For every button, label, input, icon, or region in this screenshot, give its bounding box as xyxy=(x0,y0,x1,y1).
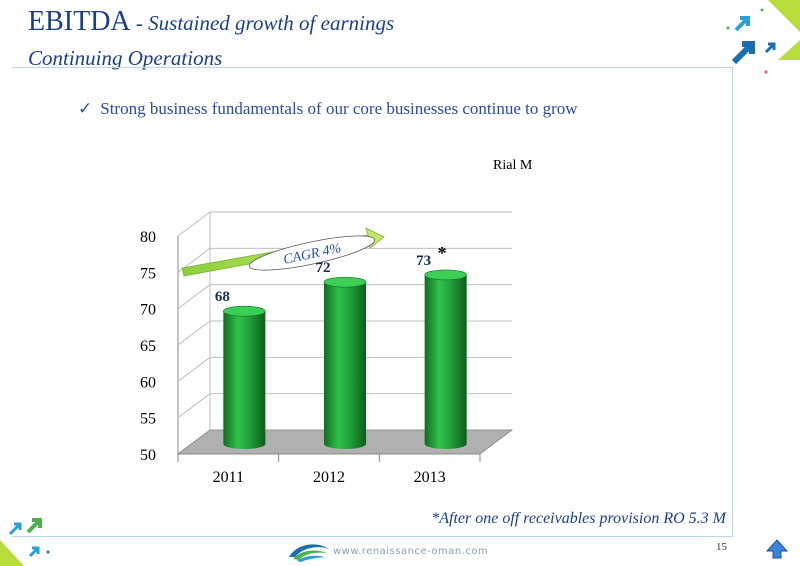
bar-2011 xyxy=(223,305,266,449)
y-tick-label: 60 xyxy=(140,374,156,391)
data-label: 72 xyxy=(316,260,331,276)
bar-2012 xyxy=(323,276,367,449)
home-arrow-icon[interactable] xyxy=(766,538,788,560)
page-number: 15 xyxy=(716,541,727,553)
grid-line-side xyxy=(177,393,211,419)
checkmark-icon: ✓ xyxy=(78,99,93,118)
unit-label: Rial M xyxy=(493,158,533,173)
bullet-text: Strong business fundamentals of our core… xyxy=(100,99,578,118)
data-label: 73 xyxy=(416,253,431,269)
grid-line-side xyxy=(177,211,211,237)
arrows-decoration-icon xyxy=(726,0,800,74)
grid-line-side xyxy=(177,356,211,382)
bar-cap xyxy=(223,305,266,317)
bar-2013 xyxy=(424,269,467,449)
data-label: 68 xyxy=(215,289,230,305)
x-tick-label: 2013 xyxy=(414,469,446,486)
grid-line-side xyxy=(177,320,211,346)
y-tick-label: 50 xyxy=(140,447,156,464)
bullet-point: ✓ Strong business fundamentals of our cor… xyxy=(78,99,578,119)
footer-url[interactable]: www.renaissance-oman.com xyxy=(333,546,489,557)
page-title: EBITDA - Sustained growth of earnings xyxy=(28,6,394,38)
renaissance-logo-icon xyxy=(289,544,329,562)
bar-body xyxy=(424,274,467,449)
arrows-decoration-icon xyxy=(0,518,50,566)
y-tick-label: 80 xyxy=(140,229,156,246)
y-tick-label: 70 xyxy=(140,302,156,319)
title-suffix: - Sustained growth of earnings xyxy=(130,11,395,35)
title-main: EBITDA xyxy=(28,6,131,37)
y-tick-label: 55 xyxy=(140,411,156,428)
grid-line-side xyxy=(177,284,211,310)
bar-body xyxy=(223,311,266,449)
y-tick-label: 75 xyxy=(140,265,156,282)
x-tick-label: 2012 xyxy=(313,469,345,486)
y-tick-label: 65 xyxy=(140,338,156,355)
cagr-ellipse xyxy=(248,235,376,271)
x-tick-label: 2011 xyxy=(213,469,244,486)
page-subtitle: Continuing Operations xyxy=(28,46,223,70)
bar-body xyxy=(324,282,366,449)
cagr-arrow: CAGR 4% xyxy=(181,227,385,277)
bar-cap xyxy=(424,269,467,281)
content-frame xyxy=(12,67,733,537)
asterisk-mark: * xyxy=(438,243,447,263)
footnote: *After one off receivables provision RO … xyxy=(431,510,726,527)
bar-cap xyxy=(323,276,367,288)
